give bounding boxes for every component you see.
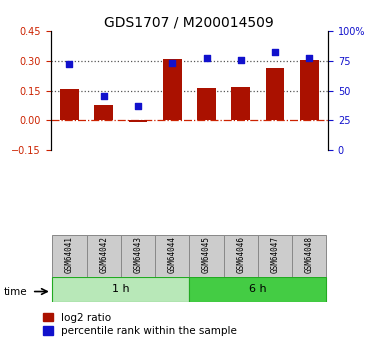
Text: GSM64047: GSM64047 xyxy=(270,236,279,273)
Point xyxy=(272,50,278,55)
Text: GSM64048: GSM64048 xyxy=(305,236,314,273)
Text: GSM64042: GSM64042 xyxy=(99,236,108,273)
Legend: log2 ratio, percentile rank within the sample: log2 ratio, percentile rank within the s… xyxy=(43,313,237,336)
Text: GSM64046: GSM64046 xyxy=(236,236,245,273)
Text: GSM64044: GSM64044 xyxy=(168,236,177,273)
Bar xyxy=(53,235,87,278)
Text: GSM64043: GSM64043 xyxy=(134,236,142,273)
Point xyxy=(101,94,107,99)
Bar xyxy=(197,88,216,120)
Text: GSM64045: GSM64045 xyxy=(202,236,211,273)
Point xyxy=(238,57,244,62)
Bar xyxy=(53,277,189,302)
Bar xyxy=(129,120,147,122)
Bar xyxy=(292,235,326,278)
Text: 1 h: 1 h xyxy=(112,285,130,294)
Bar xyxy=(60,89,79,120)
Point xyxy=(204,56,210,61)
Bar xyxy=(189,235,224,278)
Text: time: time xyxy=(4,287,27,296)
Point xyxy=(306,56,312,61)
Bar xyxy=(266,68,285,120)
Text: 6 h: 6 h xyxy=(249,285,267,294)
Bar xyxy=(163,59,182,120)
Bar xyxy=(155,235,189,278)
Title: GDS1707 / M200014509: GDS1707 / M200014509 xyxy=(105,16,274,30)
Text: GSM64041: GSM64041 xyxy=(65,236,74,273)
Point xyxy=(169,60,175,66)
Point xyxy=(135,103,141,109)
Bar xyxy=(231,87,250,120)
Bar xyxy=(94,106,113,120)
Bar xyxy=(300,60,319,120)
Bar xyxy=(258,235,292,278)
Bar xyxy=(189,277,326,302)
Bar xyxy=(121,235,155,278)
Point xyxy=(66,62,72,67)
Bar xyxy=(224,235,258,278)
Bar xyxy=(87,235,121,278)
